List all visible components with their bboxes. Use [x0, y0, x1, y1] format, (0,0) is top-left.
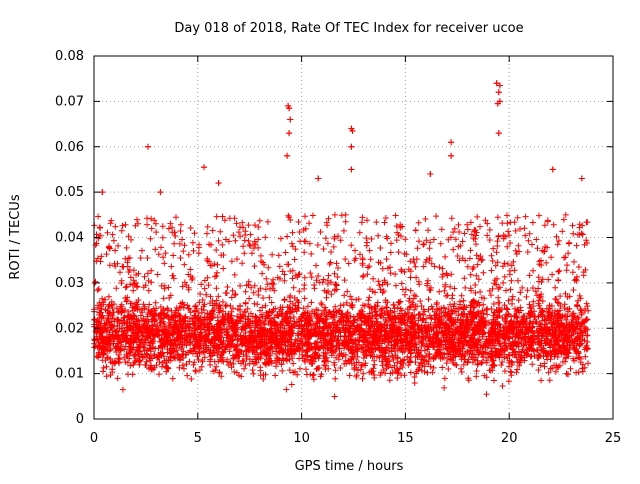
roti-peak-point	[144, 143, 151, 150]
axis-ticks: 0 0.01 0.02 0.03 0.04 0.05 0.06 0.07 0.08 0 5 10 15 2…	[55, 49, 621, 446]
y-tick-label: 0.04	[55, 231, 84, 246]
roti-peak-point	[495, 130, 502, 137]
roti-peak-point	[549, 166, 556, 173]
roti-peak-point	[348, 166, 355, 173]
roti-peak-point	[287, 116, 294, 123]
chart-title: Day 018 of 2018, Rate Of TEC Index for r…	[174, 21, 523, 36]
data-points	[91, 80, 592, 400]
roti-peak-point	[286, 130, 293, 137]
x-tick-label: 15	[397, 431, 414, 446]
roti-peak-point	[315, 175, 322, 182]
roti-peak-point	[99, 189, 106, 196]
roti-peak-point	[201, 164, 208, 171]
roti-peak-point	[284, 152, 291, 159]
y-tick-label: 0	[76, 412, 84, 427]
y-tick-label: 0.05	[55, 185, 84, 200]
roti-peak-point	[494, 100, 501, 107]
x-tick-label: 20	[501, 431, 518, 446]
roti-peak-point	[493, 80, 500, 87]
roti-peak-point	[448, 139, 455, 146]
x-tick-label: 10	[293, 431, 310, 446]
roti-peak-point	[215, 180, 222, 187]
roti-peak-point	[348, 143, 355, 150]
roti-peak-point	[495, 89, 502, 96]
roti-peak-point	[427, 170, 434, 177]
y-tick-label: 0.08	[55, 49, 84, 64]
roti-peak-point	[157, 189, 164, 196]
y-tick-label: 0.02	[55, 321, 84, 336]
y-tick-label: 0.03	[55, 276, 84, 291]
roti-peak-point	[286, 105, 293, 112]
roti-peak-point	[496, 82, 503, 89]
roti-peak-point	[349, 127, 356, 134]
roti-point-markers	[91, 80, 592, 400]
y-axis-label: ROTI / TECUs	[8, 194, 23, 279]
roti-peak-point	[448, 152, 455, 159]
x-tick-label: 25	[605, 431, 622, 446]
x-tick-label: 5	[194, 431, 202, 446]
x-axis-label: GPS time / hours	[295, 459, 404, 474]
y-tick-label: 0.06	[55, 140, 84, 155]
roti-peak-point	[578, 175, 585, 182]
y-tick-label: 0.01	[55, 367, 84, 382]
y-tick-label: 0.07	[55, 94, 84, 109]
x-tick-label: 0	[90, 431, 98, 446]
